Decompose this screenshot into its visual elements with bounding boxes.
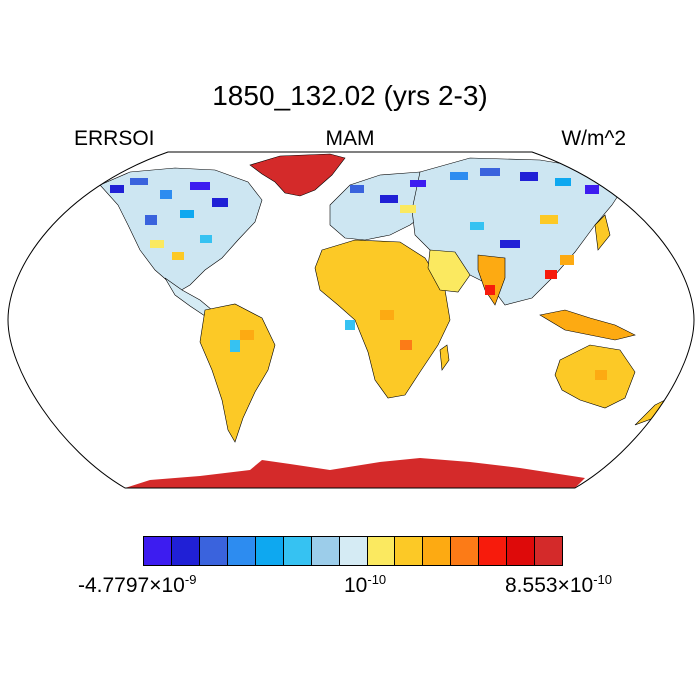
colorbar-swatch-5 xyxy=(283,537,312,565)
maritime-southeast-asia xyxy=(539,309,636,341)
greenland xyxy=(249,153,346,197)
antarctica xyxy=(125,458,585,488)
colorbar-swatch-14 xyxy=(535,537,563,565)
land-layer xyxy=(99,153,666,488)
map-title: 1850_132.02 (yrs 2-3) xyxy=(212,80,488,111)
colorbar xyxy=(143,536,563,566)
colorbar-swatch-13 xyxy=(507,537,536,565)
colorbar-swatch-10 xyxy=(423,537,452,565)
colorbar-mid-label: 10-10 xyxy=(344,572,387,597)
colorbar-swatch-4 xyxy=(255,537,284,565)
colorbar-swatch-9 xyxy=(395,537,424,565)
colorbar-swatch-7 xyxy=(339,537,368,565)
arabia xyxy=(427,249,471,293)
north-america xyxy=(99,167,263,293)
colorbar-swatch-0 xyxy=(144,537,172,565)
colorbar-max-label: 8.553×10-10 xyxy=(505,572,612,597)
globe-outline xyxy=(7,151,695,489)
madagascar xyxy=(439,344,450,371)
units-label: W/m^2 xyxy=(561,127,626,150)
japan xyxy=(594,214,611,251)
negative-anomaly-speckles xyxy=(110,168,599,352)
colorbar-swatch-11 xyxy=(451,537,480,565)
colorbar-swatch-3 xyxy=(227,537,256,565)
colorbar-swatch-8 xyxy=(367,537,396,565)
india xyxy=(477,254,506,306)
variable-label: ERRSOI xyxy=(74,127,155,150)
colorbar-swatch-2 xyxy=(199,537,228,565)
season-label: MAM xyxy=(325,127,375,150)
colorbar-min-label: -4.7797×10-9 xyxy=(78,572,197,597)
south-america xyxy=(199,303,276,443)
positive-anomaly-speckles xyxy=(150,205,607,380)
colorbar-swatch-6 xyxy=(311,537,340,565)
colorbar-swatch-1 xyxy=(171,537,200,565)
colorbar-swatch-12 xyxy=(479,537,508,565)
